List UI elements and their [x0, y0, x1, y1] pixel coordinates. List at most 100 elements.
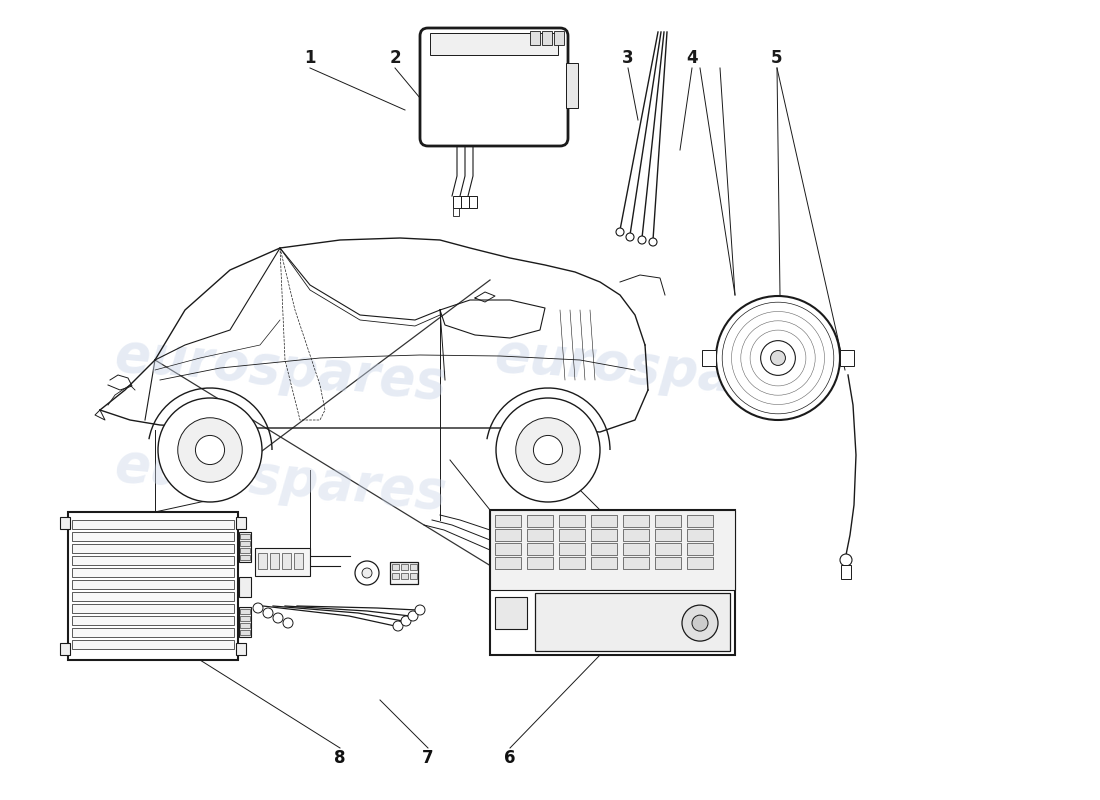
Bar [60, 517, 70, 529]
Text: eurospares: eurospares [112, 439, 449, 521]
Bar [559, 543, 585, 555]
Circle shape [355, 561, 380, 585]
Bar [654, 543, 681, 555]
Bar [490, 510, 735, 655]
Bar [469, 196, 477, 208]
Bar [402, 573, 408, 579]
Circle shape [415, 605, 425, 615]
Bar [840, 350, 854, 366]
Bar [527, 529, 553, 541]
Bar [240, 630, 250, 635]
Bar [240, 534, 250, 539]
Text: 8: 8 [334, 749, 345, 767]
Bar [559, 515, 585, 527]
Bar [559, 557, 585, 569]
Bar [72, 592, 234, 601]
Circle shape [263, 608, 273, 618]
FancyBboxPatch shape [420, 28, 568, 146]
Bar [240, 609, 250, 614]
Bar [527, 557, 553, 569]
Bar [240, 555, 250, 560]
Bar [294, 553, 302, 569]
Bar [591, 529, 617, 541]
Bar [461, 196, 469, 208]
Bar [60, 643, 70, 655]
Text: eurospares: eurospares [112, 330, 449, 410]
Bar [566, 63, 578, 108]
Bar [236, 643, 246, 655]
Circle shape [402, 616, 411, 626]
Bar [282, 553, 292, 569]
Bar [495, 529, 521, 541]
Bar [623, 529, 649, 541]
Circle shape [178, 418, 242, 482]
Bar [240, 623, 250, 628]
Bar [72, 604, 234, 613]
Circle shape [516, 418, 580, 482]
Bar [654, 557, 681, 569]
Bar [530, 31, 540, 45]
Bar [688, 515, 713, 527]
Bar [72, 556, 234, 565]
Bar [623, 543, 649, 555]
Circle shape [534, 435, 562, 465]
Text: 5: 5 [771, 49, 783, 67]
Text: 7: 7 [422, 749, 433, 767]
Bar [68, 512, 238, 660]
Bar [392, 564, 399, 570]
Circle shape [158, 398, 262, 502]
Bar [591, 543, 617, 555]
Bar [240, 548, 250, 553]
Bar [623, 557, 649, 569]
Bar [392, 573, 399, 579]
Bar [410, 564, 417, 570]
Bar [236, 517, 246, 529]
Circle shape [626, 233, 634, 241]
Bar [239, 577, 251, 597]
Circle shape [716, 296, 840, 420]
Bar [453, 208, 459, 216]
Circle shape [840, 554, 852, 566]
Bar [430, 33, 558, 55]
Circle shape [408, 611, 418, 621]
Bar [270, 553, 279, 569]
Text: 1: 1 [305, 49, 316, 67]
Circle shape [760, 341, 795, 375]
Text: 4: 4 [686, 49, 697, 67]
Text: eurospares: eurospares [492, 330, 828, 410]
Bar [239, 607, 251, 637]
Bar [654, 515, 681, 527]
Circle shape [196, 435, 224, 465]
Text: 3: 3 [623, 49, 634, 67]
Circle shape [496, 398, 600, 502]
Bar [453, 196, 461, 208]
Circle shape [692, 615, 708, 631]
Bar [842, 565, 851, 579]
Circle shape [682, 605, 718, 641]
Circle shape [362, 568, 372, 578]
Bar [559, 529, 585, 541]
Bar [240, 541, 250, 546]
Bar [72, 520, 234, 529]
Bar [255, 548, 310, 576]
Bar [554, 31, 564, 45]
Bar [527, 515, 553, 527]
Bar [239, 532, 251, 562]
Circle shape [649, 238, 657, 246]
Bar [72, 568, 234, 577]
Bar [258, 553, 267, 569]
Text: 6: 6 [504, 749, 516, 767]
Bar [495, 557, 521, 569]
Circle shape [393, 621, 403, 631]
Bar [623, 515, 649, 527]
Bar [591, 515, 617, 527]
Bar [402, 564, 408, 570]
Bar [688, 543, 713, 555]
Bar [72, 628, 234, 637]
Bar [72, 580, 234, 589]
Bar [72, 640, 234, 649]
Circle shape [638, 236, 646, 244]
Bar [72, 532, 234, 541]
Bar [390, 562, 418, 584]
Bar [535, 593, 730, 650]
